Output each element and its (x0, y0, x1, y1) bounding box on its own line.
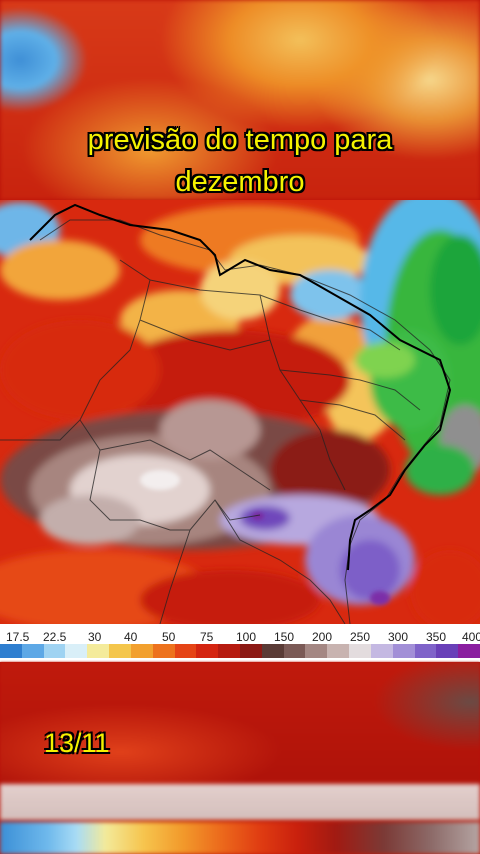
scale-swatch (196, 644, 219, 658)
precipitation-forecast-map (0, 200, 480, 624)
scale-tick: 350 (426, 630, 447, 644)
caption-line-2: dezembro (175, 166, 305, 198)
background-blurred-top (0, 0, 480, 200)
scale-swatch (109, 644, 132, 658)
coastline (29, 203, 452, 571)
scale-swatch (240, 644, 263, 658)
scale-tick: 75 (200, 630, 214, 644)
scale-tick: 250 (350, 630, 371, 644)
scale-tick: 200 (312, 630, 333, 644)
caption-line-1: previsão do tempo para (87, 124, 393, 156)
date-label: 13/11 (44, 728, 110, 758)
blurred-color-bar (0, 822, 480, 854)
scale-tick: 30 (88, 630, 102, 644)
scale-tick: 50 (162, 630, 176, 644)
scale-swatch (349, 644, 372, 658)
scale-tick: 22.5 (43, 630, 67, 644)
rainfall-detail (140, 470, 390, 605)
scale-tick: 150 (274, 630, 295, 644)
scale-swatch (392, 644, 416, 658)
scale-swatch (414, 644, 437, 658)
scale-swatch (43, 644, 66, 658)
color-scale-legend: 17.5 22.5 30 40 50 75 100 150 200 250 30… (0, 624, 480, 662)
scale-swatch (261, 644, 285, 658)
scale-tick: 400 (462, 630, 480, 644)
blurred-scale-strip (0, 784, 480, 820)
scale-swatch (87, 644, 110, 658)
scale-swatch (174, 644, 197, 658)
scale-swatch (218, 644, 241, 658)
scale-swatch (283, 644, 306, 658)
scale-swatch (152, 644, 176, 658)
scale-swatch (305, 644, 328, 658)
scale-swatch (436, 644, 459, 658)
scale-tick: 17.5 (6, 630, 30, 644)
scale-swatch (458, 644, 480, 658)
scale-swatch (130, 644, 154, 658)
scale-tick: 300 (388, 630, 409, 644)
scale-swatch (0, 644, 23, 658)
scale-swatch (370, 644, 394, 658)
scale-tick: 40 (124, 630, 138, 644)
scale-tick: 100 (236, 630, 257, 644)
scale-swatch (65, 644, 88, 658)
scale-swatch (21, 644, 45, 658)
country-borders (0, 219, 451, 624)
scale-swatch (327, 644, 350, 658)
map-svg (0, 200, 480, 624)
rainfall-field (0, 200, 480, 624)
